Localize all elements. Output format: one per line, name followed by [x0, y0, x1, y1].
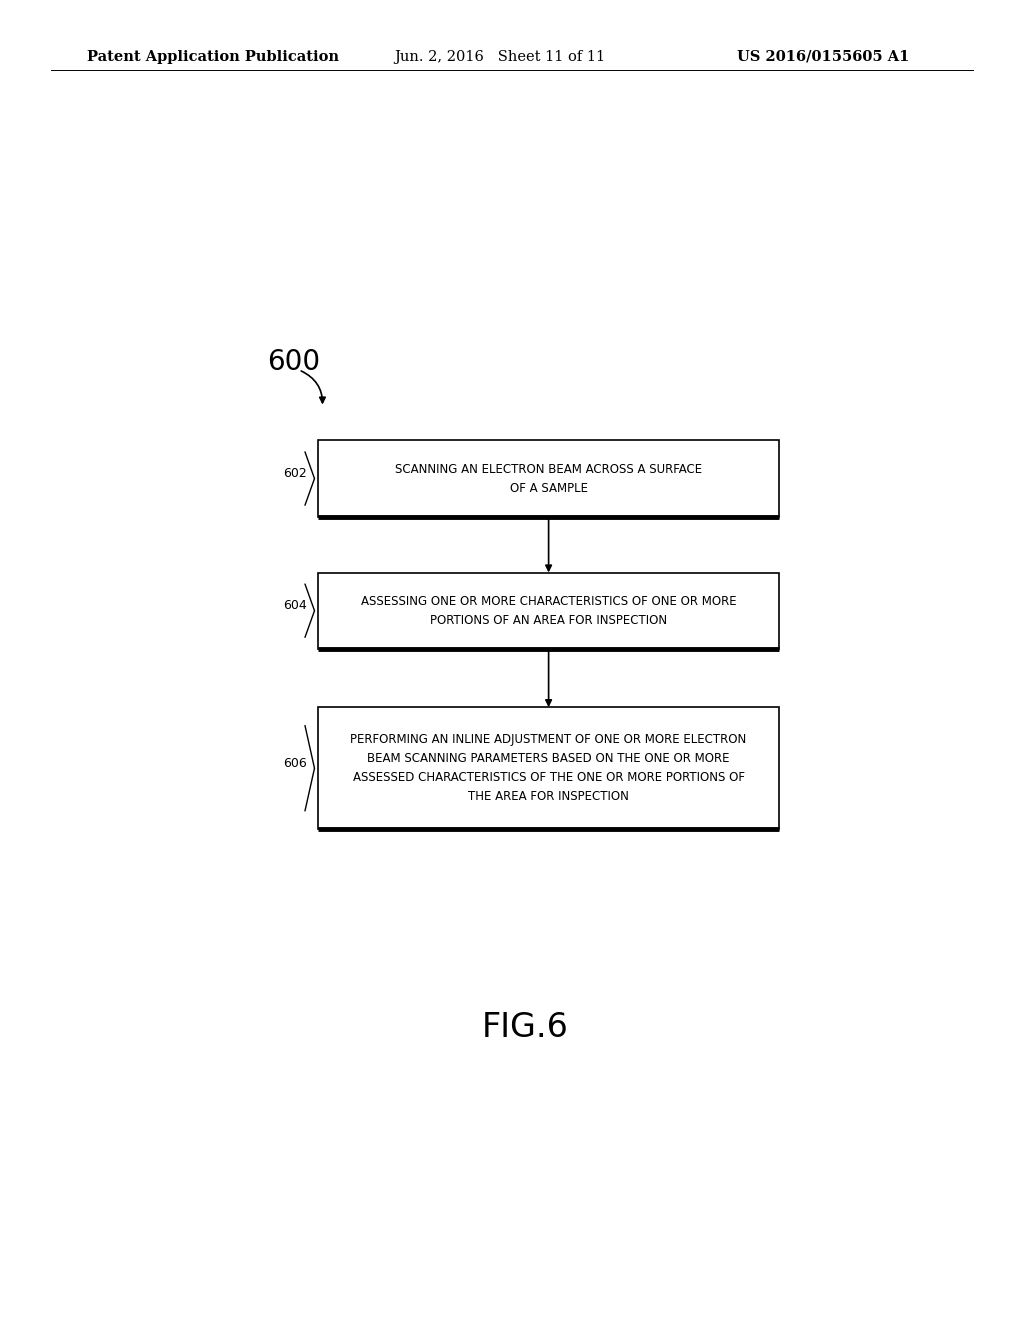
Text: Patent Application Publication: Patent Application Publication: [87, 50, 339, 63]
Text: Jun. 2, 2016   Sheet 11 of 11: Jun. 2, 2016 Sheet 11 of 11: [394, 50, 605, 63]
Text: ASSESSING ONE OR MORE CHARACTERISTICS OF ONE OR MORE
PORTIONS OF AN AREA FOR INS: ASSESSING ONE OR MORE CHARACTERISTICS OF…: [360, 595, 736, 627]
Bar: [318, 573, 779, 649]
Text: 600: 600: [267, 347, 321, 376]
Text: 602: 602: [283, 467, 306, 480]
Bar: [318, 708, 779, 829]
Text: FIG.6: FIG.6: [481, 1011, 568, 1044]
Bar: [318, 441, 779, 516]
Text: 606: 606: [283, 756, 306, 770]
Text: PERFORMING AN INLINE ADJUSTMENT OF ONE OR MORE ELECTRON
BEAM SCANNING PARAMETERS: PERFORMING AN INLINE ADJUSTMENT OF ONE O…: [350, 733, 746, 804]
Text: 604: 604: [283, 599, 306, 612]
Text: SCANNING AN ELECTRON BEAM ACROSS A SURFACE
OF A SAMPLE: SCANNING AN ELECTRON BEAM ACROSS A SURFA…: [395, 462, 702, 495]
Text: US 2016/0155605 A1: US 2016/0155605 A1: [737, 50, 909, 63]
FancyArrowPatch shape: [301, 371, 326, 403]
